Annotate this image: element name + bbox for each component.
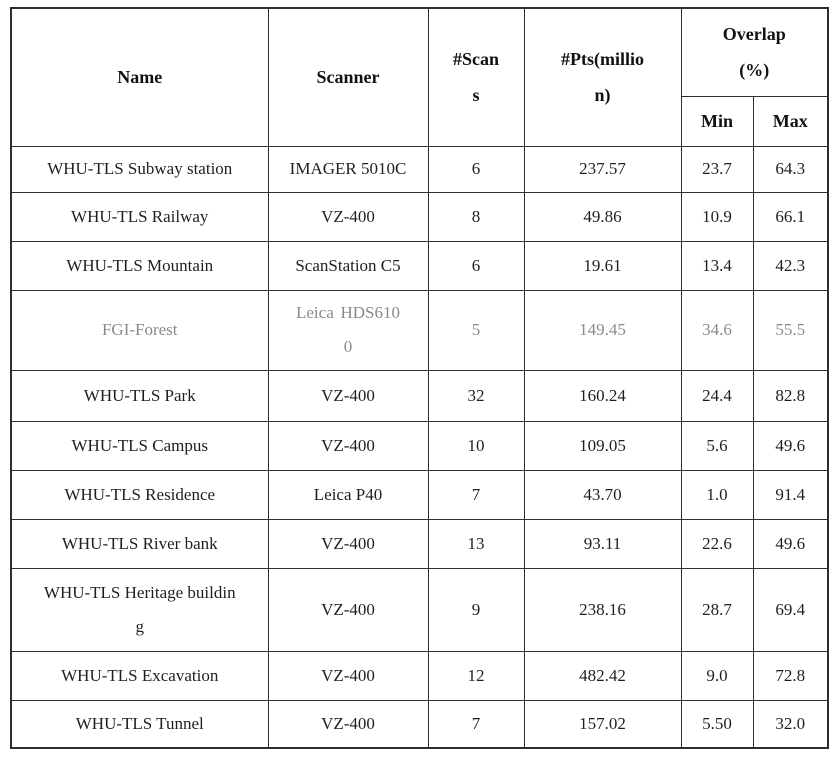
cell-max: 72.8 bbox=[752, 650, 829, 701]
cell-min: 13.4 bbox=[680, 240, 754, 291]
cell-name: WHU-TLS Residence bbox=[10, 469, 269, 520]
cell-pts: 157.02 bbox=[523, 699, 682, 749]
cell-name: WHU-TLS Tunnel bbox=[10, 699, 269, 749]
table-row: WHU-TLS Heritage building VZ-400 9 238.1… bbox=[10, 567, 829, 652]
cell-min: 5.50 bbox=[680, 699, 754, 749]
cell-scans: 6 bbox=[427, 240, 525, 291]
cell-scanner: VZ-400 bbox=[267, 650, 429, 701]
cell-name: WHU-TLS Railway bbox=[10, 191, 269, 242]
cell-name: WHU-TLS Heritage building bbox=[10, 567, 269, 652]
cell-name: WHU-TLS Park bbox=[10, 369, 269, 422]
cell-name: WHU-TLS Excavation bbox=[10, 650, 269, 701]
table-row: WHU-TLS Residence Leica P40 7 43.70 1.0 … bbox=[10, 469, 829, 520]
header-min-label: Min bbox=[700, 111, 733, 131]
cell-max: 82.8 bbox=[752, 369, 829, 422]
cell-pts: 49.86 bbox=[523, 191, 682, 242]
cell-min: 5.6 bbox=[680, 420, 754, 471]
table-body: WHU-TLS Subway station IMAGER 5010C 6 23… bbox=[10, 145, 829, 749]
cell-max: 32.0 bbox=[752, 699, 829, 749]
cell-scanner: ScanStation C5 bbox=[267, 240, 429, 291]
cell-max: 64.3 bbox=[752, 145, 829, 193]
table-row: WHU-TLS Mountain ScanStation C5 6 19.61 … bbox=[10, 240, 829, 291]
cell-scans: 9 bbox=[427, 567, 525, 652]
header-name: Name bbox=[10, 7, 269, 147]
cell-scanner: VZ-400 bbox=[267, 191, 429, 242]
cell-scanner: VZ-400 bbox=[267, 420, 429, 471]
table-row: WHU-TLS Excavation VZ-400 12 482.42 9.0 … bbox=[10, 650, 829, 701]
header-row-sub: Min Max bbox=[11, 95, 829, 147]
table-row-muted: FGI-Forest Leica HDS6100 5 149.45 34.6 5… bbox=[10, 289, 829, 371]
cell-scans: 12 bbox=[427, 650, 525, 701]
cell-name: WHU-TLS Mountain bbox=[10, 240, 269, 291]
table-row: WHU-TLS Park VZ-400 32 160.24 24.4 82.8 bbox=[10, 369, 829, 422]
cell-min: 34.6 bbox=[680, 289, 754, 371]
cell-scanner: VZ-400 bbox=[267, 369, 429, 422]
cell-min: 22.6 bbox=[680, 518, 754, 569]
header-scans-label: #Scans bbox=[452, 49, 499, 106]
cell-name: WHU-TLS River bank bbox=[10, 518, 269, 569]
header-min: Min bbox=[680, 95, 754, 147]
cell-max: 49.6 bbox=[752, 420, 829, 471]
table-row: WHU-TLS Campus VZ-400 10 109.05 5.6 49.6 bbox=[10, 420, 829, 471]
table-row: WHU-TLS Railway VZ-400 8 49.86 10.9 66.1 bbox=[10, 191, 829, 242]
cell-scans: 7 bbox=[427, 469, 525, 520]
header-pts: #Pts(million) bbox=[523, 7, 682, 147]
cell-pts: 237.57 bbox=[523, 145, 682, 193]
cell-min: 10.9 bbox=[680, 191, 754, 242]
cell-pts: 482.42 bbox=[523, 650, 682, 701]
cell-scanner: VZ-400 bbox=[267, 518, 429, 569]
cell-max: 69.4 bbox=[752, 567, 829, 652]
cell-scans: 7 bbox=[427, 699, 525, 749]
header-max-label: Max bbox=[772, 111, 808, 131]
cell-scanner: IMAGER 5010C bbox=[267, 145, 429, 193]
cell-pts: 160.24 bbox=[523, 369, 682, 422]
header-max: Max bbox=[752, 95, 829, 147]
table-header: Name Scanner #Scans #Pts(million) Overla… bbox=[10, 7, 829, 147]
cell-min: 28.7 bbox=[680, 567, 754, 652]
header-scans: #Scans bbox=[427, 7, 525, 147]
table-row: WHU-TLS Tunnel VZ-400 7 157.02 5.50 32.0 bbox=[10, 699, 829, 749]
header-pts-label: #Pts(million) bbox=[561, 49, 644, 106]
header-scanner-label: Scanner bbox=[316, 67, 380, 88]
cell-name: WHU-TLS Subway station bbox=[10, 145, 269, 193]
cell-pts: 19.61 bbox=[523, 240, 682, 291]
cell-max: 91.4 bbox=[752, 469, 829, 520]
cell-scans: 8 bbox=[427, 191, 525, 242]
cell-max: 55.5 bbox=[752, 289, 829, 371]
dataset-table: Name Scanner #Scans #Pts(million) Overla… bbox=[10, 7, 829, 749]
cell-scans: 32 bbox=[427, 369, 525, 422]
cell-scans: 13 bbox=[427, 518, 525, 569]
cell-min: 24.4 bbox=[680, 369, 754, 422]
header-overlap-label: Overlap (%) bbox=[722, 24, 786, 81]
cell-max: 42.3 bbox=[752, 240, 829, 291]
cell-min: 9.0 bbox=[680, 650, 754, 701]
cell-scanner: Leica HDS6100 bbox=[267, 289, 429, 371]
cell-pts: 238.16 bbox=[523, 567, 682, 652]
cell-scanner: VZ-400 bbox=[267, 567, 429, 652]
cell-min: 23.7 bbox=[680, 145, 754, 193]
header-row-top: Name Scanner #Scans #Pts(million) Overla… bbox=[10, 7, 829, 147]
cell-pts: 93.11 bbox=[523, 518, 682, 569]
cell-pts: 43.70 bbox=[523, 469, 682, 520]
cell-max: 49.6 bbox=[752, 518, 829, 569]
cell-scanner: VZ-400 bbox=[267, 699, 429, 749]
header-name-label: Name bbox=[117, 67, 163, 88]
table-row: WHU-TLS Subway station IMAGER 5010C 6 23… bbox=[10, 145, 829, 193]
cell-scans: 5 bbox=[427, 289, 525, 371]
cell-scanner-label: Leica HDS6100 bbox=[296, 303, 400, 356]
cell-scans: 6 bbox=[427, 145, 525, 193]
cell-max: 66.1 bbox=[752, 191, 829, 242]
header-overlap: Overlap (%) bbox=[680, 7, 829, 97]
cell-min: 1.0 bbox=[680, 469, 754, 520]
cell-scanner: Leica P40 bbox=[267, 469, 429, 520]
cell-pts: 109.05 bbox=[523, 420, 682, 471]
cell-name-label: WHU-TLS Heritage building bbox=[43, 582, 236, 636]
cell-scans: 10 bbox=[427, 420, 525, 471]
cell-pts: 149.45 bbox=[523, 289, 682, 371]
cell-name: WHU-TLS Campus bbox=[10, 420, 269, 471]
cell-name: FGI-Forest bbox=[10, 289, 269, 371]
header-scanner: Scanner bbox=[267, 7, 429, 147]
table-row: WHU-TLS River bank VZ-400 13 93.11 22.6 … bbox=[10, 518, 829, 569]
